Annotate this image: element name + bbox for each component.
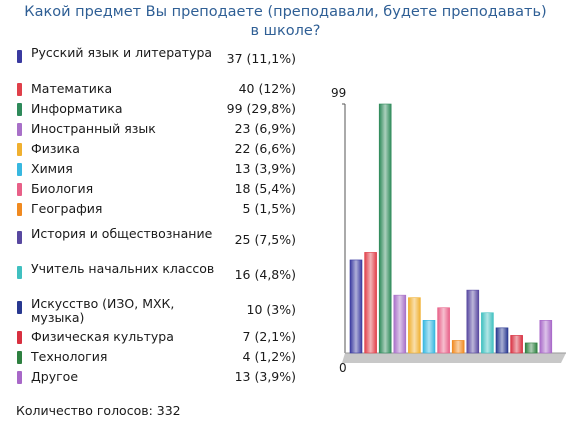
subject-label: История и обществознание (31, 226, 213, 241)
subject-label: Химия (31, 161, 73, 176)
subject-label: Учитель начальних классов (31, 261, 215, 276)
bar-14 (539, 320, 553, 354)
subject-label: Искусство (ИЗО, МХК, музыка) (31, 296, 175, 325)
legend-swatch (17, 123, 22, 136)
subject-votes: 37 (11,1%) (226, 51, 296, 66)
subject-label: Физическая культура (31, 329, 174, 344)
legend-swatch (17, 301, 22, 314)
subject-label: Биология (31, 181, 94, 196)
bar-2 (364, 252, 377, 354)
bar-8 (451, 340, 465, 354)
legend-swatch (17, 83, 22, 96)
bar-7 (437, 307, 450, 354)
poll-question: Какой предмет Вы преподаете (преподавали… (24, 4, 547, 39)
bar-12 (510, 335, 523, 354)
chart-floor (342, 353, 566, 363)
subject-votes: 40 (12%) (238, 81, 296, 96)
subject-label: География (31, 201, 103, 216)
y-tick-max: 99 (331, 86, 347, 100)
legend-swatch (17, 351, 22, 364)
subject-label: Другое (31, 369, 79, 384)
subject-label: Информатика (31, 101, 123, 116)
votes-count: Количество голосов: 332 (16, 403, 181, 418)
bar-6 (422, 320, 436, 354)
legend-swatch (17, 371, 22, 384)
legend-swatch (17, 50, 22, 63)
legend-swatch (17, 266, 22, 279)
subject-votes: 13 (3,9%) (234, 369, 296, 384)
legend-swatch (17, 203, 22, 216)
bar-1 (349, 259, 363, 354)
subject-label: Иностранный язык (31, 121, 156, 136)
legend-swatch (17, 231, 22, 244)
bar-11 (495, 327, 509, 354)
bar-4 (393, 294, 407, 354)
bar-3 (378, 103, 392, 354)
subject-votes: 10 (3%) (246, 302, 296, 317)
subject-label: Математика (31, 81, 113, 96)
subject-votes: 4 (1,2%) (238, 349, 296, 364)
subject-votes: 7 (2,1%) (238, 329, 296, 344)
bar-5 (408, 297, 421, 354)
legend-swatch (17, 163, 22, 176)
subject-label: Физика (31, 141, 80, 156)
subject-votes: 5 (1,5%) (238, 201, 296, 216)
subject-votes: 99 (29,8%) (226, 101, 296, 116)
subject-votes: 25 (7,5%) (234, 232, 296, 247)
subject-label: Русский язык и литература (31, 45, 213, 60)
subject-votes: 18 (5,4%) (234, 181, 296, 196)
bar-13 (524, 342, 538, 354)
legend-swatch (17, 183, 22, 196)
legend-swatch (17, 331, 22, 344)
subject-votes: 16 (4,8%) (234, 267, 296, 282)
y-tick-zero: 0 (339, 361, 347, 375)
bar-10 (481, 312, 494, 354)
legend-swatch (17, 143, 22, 156)
subject-votes: 23 (6,9%) (234, 121, 296, 136)
subject-votes: 22 (6,6%) (234, 141, 296, 156)
bar-9 (466, 289, 480, 354)
subject-label: Технология (31, 349, 108, 364)
legend-swatch (17, 103, 22, 116)
subject-votes: 13 (3,9%) (234, 161, 296, 176)
